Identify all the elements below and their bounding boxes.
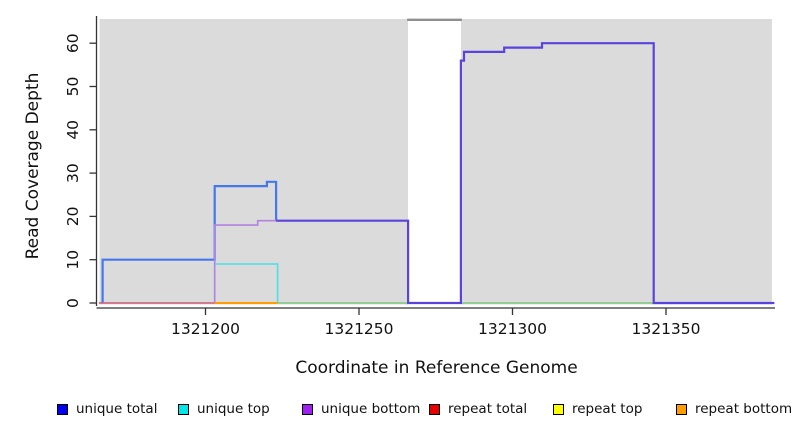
x-axis-title: Coordinate in Reference Genome [295,358,578,378]
x-tick-label: 1321200 [171,320,240,338]
legend-item-unique-bottom: unique bottom [302,399,420,419]
repeat-top-swatch [553,403,564,415]
plot-canvas: 1321200 1321250 1321300 1321350 0 10 20 30 40 50 6… [64,16,775,338]
y-tick-label: 50 [64,77,82,97]
y-tick-label: 40 [64,120,82,140]
x-tick-label: 1321250 [324,320,393,338]
legend-label: repeat bottom [695,401,792,417]
uncovered-gap-region [408,20,461,305]
unique-top-swatch [178,403,189,415]
legend-label: repeat total [448,401,528,417]
legend-item-repeat-top: repeat top [553,399,642,419]
unique-total-swatch [57,403,68,415]
legend-item-unique-total: unique total [57,399,157,419]
plot-background-shade [460,19,772,305]
x-tick-label: 1321350 [631,320,700,338]
unique-bottom-swatch [302,403,313,415]
series-unique-total-bottom-overlap [276,42,775,305]
repeat-bottom-swatch [676,403,687,415]
legend-label: unique total [76,401,158,417]
repeat-total-swatch [429,403,440,415]
legend-label: repeat top [572,401,643,417]
x-tick-label: 1321300 [478,320,547,338]
legend-item-repeat-bottom: repeat bottom [676,399,792,419]
y-tick-label: 0 [64,298,82,308]
y-tick-label: 10 [64,250,82,270]
series-unique-total-blue [101,180,278,303]
series-unique-bottom-purple [213,219,277,303]
legend-item-repeat-total: repeat total [429,399,527,419]
legend-item-unique-top: unique top [178,399,270,419]
y-tick-label: 30 [64,163,82,183]
y-tick-label: 60 [64,33,82,53]
y-axis-title: Read Coverage Depth [23,72,43,260]
legend-label: unique bottom [321,401,421,417]
plot-background-shade [99,19,409,305]
legend-label: unique top [197,401,270,417]
legend: unique total unique top unique bottom re… [0,399,792,423]
y-tick-label: 20 [64,207,82,227]
